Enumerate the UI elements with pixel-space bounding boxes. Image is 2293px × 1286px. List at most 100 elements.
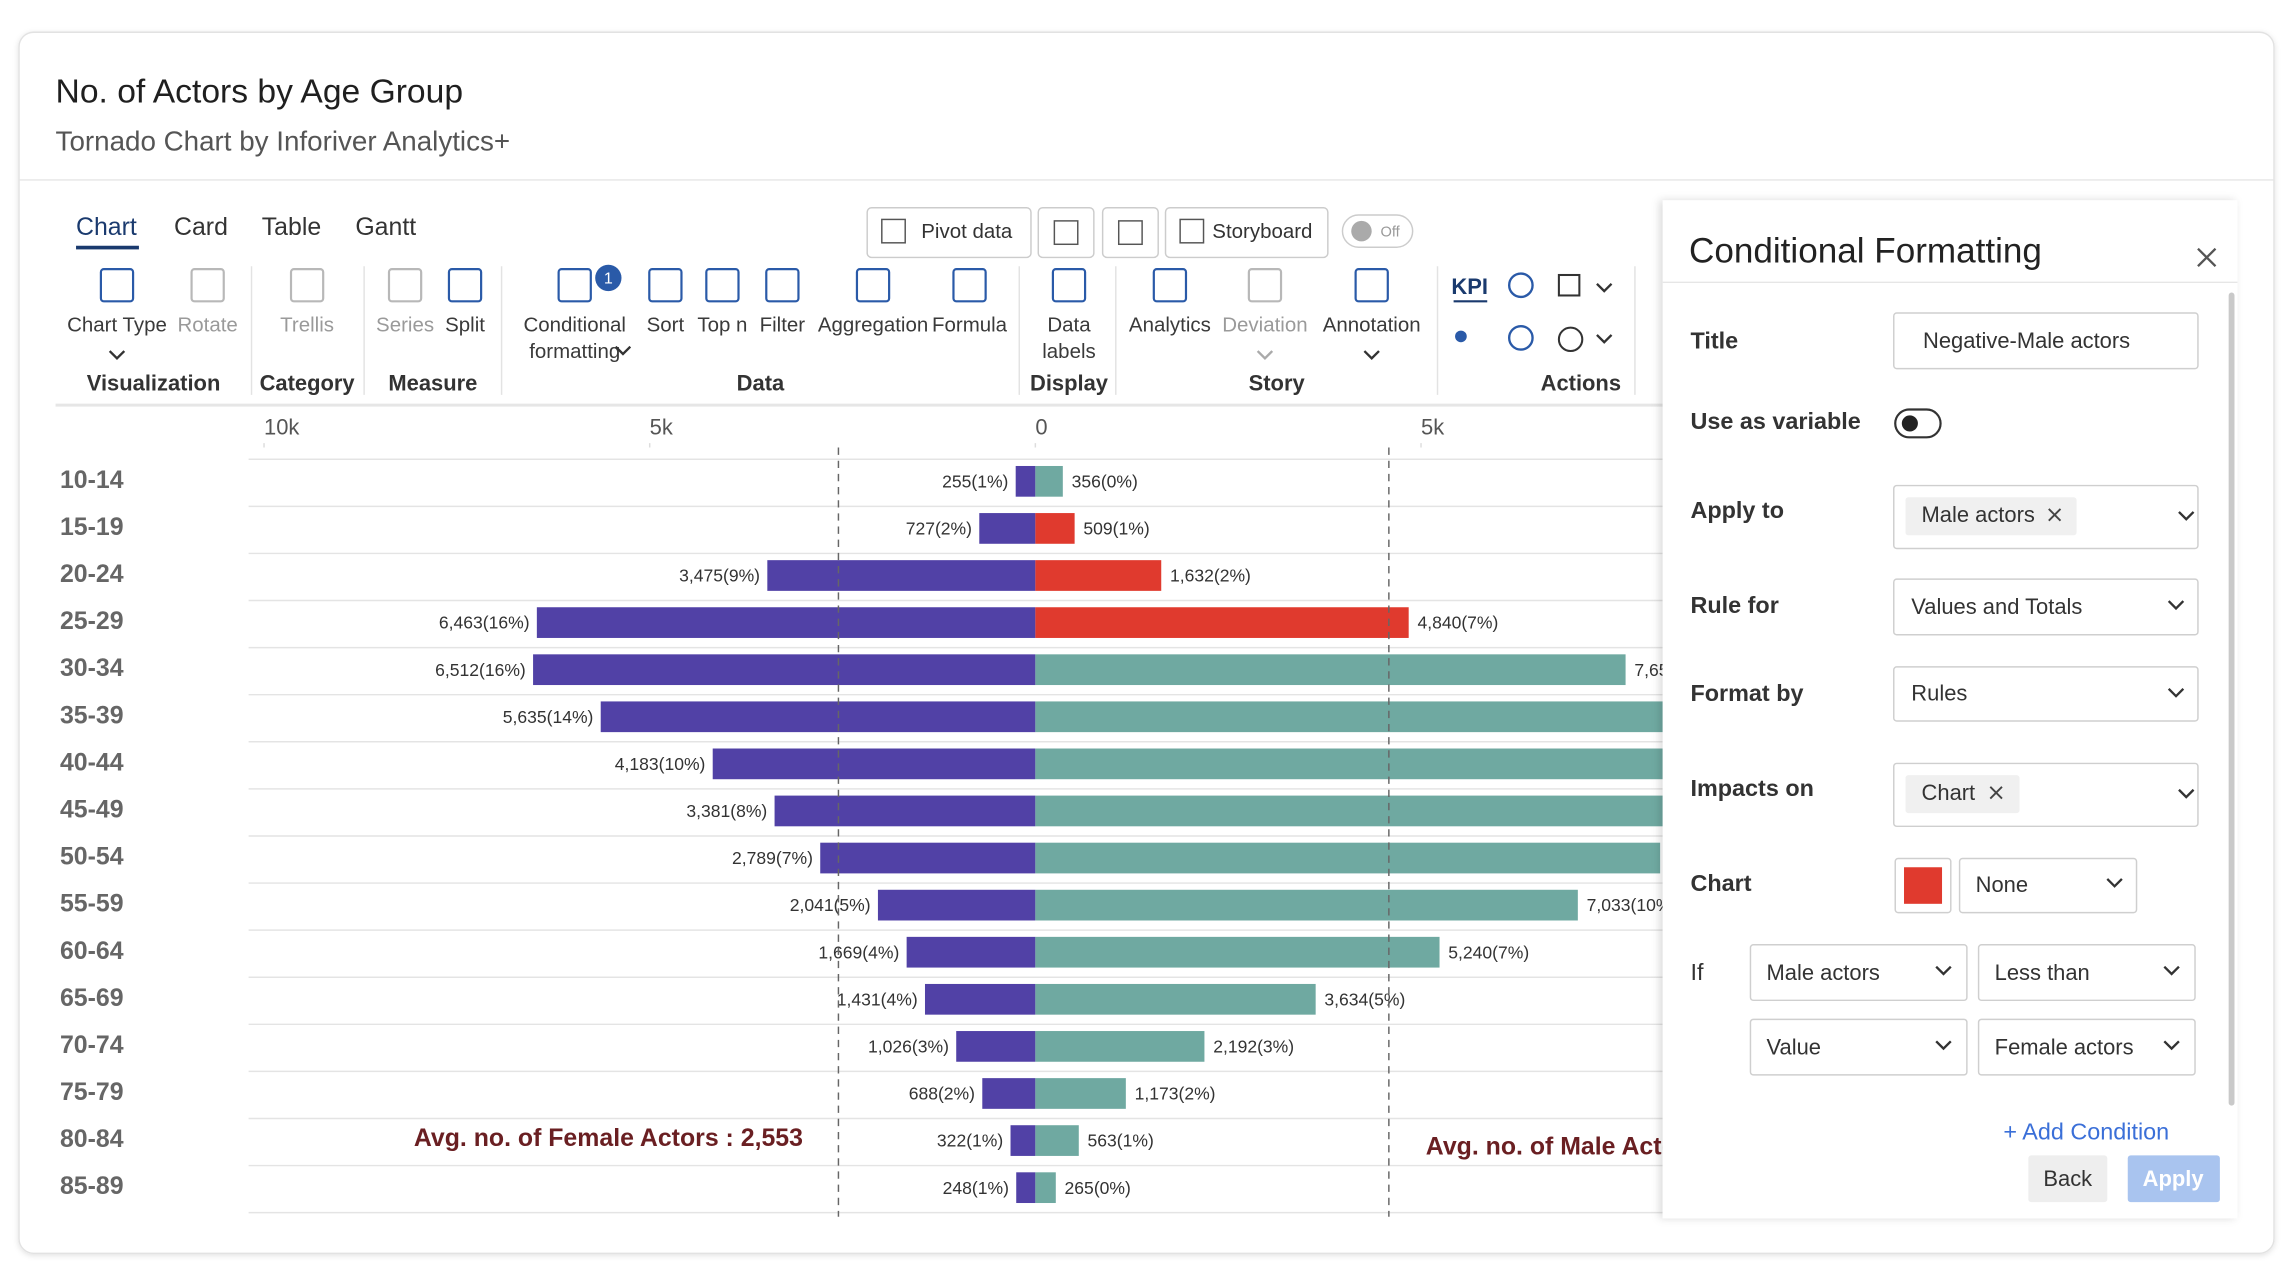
tab-underline xyxy=(76,245,139,250)
field-value: Female actors xyxy=(1995,1034,2134,1059)
field-value: Male actors xyxy=(1922,502,2035,527)
x-tick-label: 5k xyxy=(650,414,673,439)
toolbar-button[interactable] xyxy=(1164,206,1329,259)
tab[interactable]: Chart xyxy=(76,213,137,241)
bar xyxy=(820,842,1036,874)
input-box[interactable] xyxy=(1749,1018,1968,1076)
category-label: 80-84 xyxy=(60,1125,124,1153)
category-label: 40-44 xyxy=(60,748,124,776)
category-label: 45-49 xyxy=(60,796,124,824)
data-label: 4,183(10%) xyxy=(615,754,706,774)
toolbar-item[interactable]: labels xyxy=(1042,340,1095,363)
tab[interactable]: Gantt xyxy=(355,213,416,241)
input-box[interactable] xyxy=(1749,944,1968,1002)
toolbar-item[interactable]: Sort xyxy=(647,314,685,337)
toolbar-icon xyxy=(1152,268,1188,303)
icon xyxy=(1557,273,1581,297)
icon-button[interactable] xyxy=(1101,206,1159,259)
toolbar-group-label: Display xyxy=(1030,370,1109,395)
data-label: 2,041(5%) xyxy=(790,895,871,915)
toolbar-icon xyxy=(765,268,800,303)
chip xyxy=(1905,775,2020,814)
toolbar-button[interactable] xyxy=(866,206,1032,259)
data-label: 1,173(2%) xyxy=(1135,1084,1216,1104)
x-tick-label: 0 xyxy=(1035,414,1047,439)
chevron xyxy=(2106,878,2123,888)
input-box[interactable] xyxy=(1958,857,2138,914)
apply-button[interactable] xyxy=(2127,1155,2220,1203)
toolbar-item[interactable]: Trellis xyxy=(280,314,334,337)
toolbar-item[interactable]: Analytics xyxy=(1129,314,1211,337)
chip xyxy=(1905,497,2077,536)
toolbar-item[interactable]: Aggregation xyxy=(818,314,928,337)
toolbar-item[interactable]: Split xyxy=(445,314,485,337)
toolbar-item[interactable]: Rotate xyxy=(178,314,238,337)
apply-label: Apply xyxy=(2143,1166,2205,1191)
toolbar-item[interactable]: Deviation xyxy=(1222,314,1307,337)
category-label: 20-24 xyxy=(60,560,124,588)
data-label: 248(1%) xyxy=(943,1178,1009,1198)
bar xyxy=(1035,983,1316,1015)
toolbar-item[interactable]: Annotation xyxy=(1323,314,1421,337)
bar xyxy=(956,1031,1036,1062)
chip-remove[interactable] xyxy=(2048,508,2062,522)
toolbar-button-label: Off xyxy=(1380,224,1400,240)
panel-title: Conditional Formatting xyxy=(1689,231,2042,270)
toolbar-icon xyxy=(190,268,225,303)
icon xyxy=(1557,326,1584,353)
icon-button[interactable] xyxy=(1037,206,1095,259)
toolbar-item[interactable]: formatting xyxy=(529,340,620,363)
add-condition[interactable]: + Add Condition xyxy=(2003,1119,2169,1145)
tab[interactable]: Card xyxy=(174,213,228,241)
toolbar-item[interactable]: Data xyxy=(1047,314,1091,337)
chevron xyxy=(2163,965,2180,976)
bar xyxy=(533,654,1036,686)
bar xyxy=(906,936,1036,968)
field-label: Impacts on xyxy=(1691,775,1814,801)
toolbar-item[interactable]: Conditional xyxy=(524,314,626,337)
data-label: 563(1%) xyxy=(1088,1131,1154,1151)
toolbar-item[interactable]: Series xyxy=(376,314,434,337)
input-box[interactable] xyxy=(1977,1018,2196,1076)
toolbar-icon xyxy=(557,268,592,303)
input-box[interactable] xyxy=(1893,578,2199,636)
back-button[interactable] xyxy=(2028,1155,2108,1203)
badge xyxy=(595,264,622,292)
input-box[interactable] xyxy=(1893,666,2199,722)
panel-body: Title Use as variable Apply to Rule for Form… xyxy=(1691,312,2199,1145)
chip-remove[interactable] xyxy=(1989,786,2003,800)
toolbar-item[interactable]: Filter xyxy=(760,314,806,337)
input-box[interactable] xyxy=(1893,312,2199,370)
bar xyxy=(1035,1078,1126,1109)
bar xyxy=(1035,654,1626,686)
chevron xyxy=(1935,1040,1952,1051)
data-label: 6,463(16%) xyxy=(439,613,530,633)
input-box[interactable] xyxy=(1977,944,2196,1002)
toolbar-icon xyxy=(99,268,135,303)
close-button[interactable] xyxy=(2197,247,2217,268)
chevron xyxy=(2178,511,2195,521)
bar xyxy=(982,1078,1036,1109)
category-label: 60-64 xyxy=(60,937,124,965)
toolbar-item[interactable]: Formula xyxy=(932,314,1008,337)
tab[interactable]: Table xyxy=(262,213,321,241)
data-label: 7,652(11%) xyxy=(1634,660,1723,680)
toolbar-icon xyxy=(1247,268,1283,303)
chevron xyxy=(2163,1040,2180,1051)
toolbar-icon xyxy=(648,268,683,303)
category-label: 50-54 xyxy=(60,843,124,871)
toolbar-group-label: Visualization xyxy=(87,370,221,395)
toolbar-item[interactable]: Top n xyxy=(697,314,747,337)
toolbar-icon xyxy=(705,268,740,303)
chevron xyxy=(1596,282,1613,293)
data-label: 1,632(2%) xyxy=(1170,566,1251,586)
category-label: 70-74 xyxy=(60,1031,124,1059)
toolbar-group-label: Measure xyxy=(388,370,477,395)
bar xyxy=(1035,1172,1056,1204)
button-icon xyxy=(881,218,906,244)
toolbar-item[interactable]: Chart Type xyxy=(67,314,167,337)
toolbar-item[interactable]: KPI xyxy=(1451,274,1488,299)
category-label: 25-29 xyxy=(60,607,124,635)
bar xyxy=(1035,513,1075,544)
